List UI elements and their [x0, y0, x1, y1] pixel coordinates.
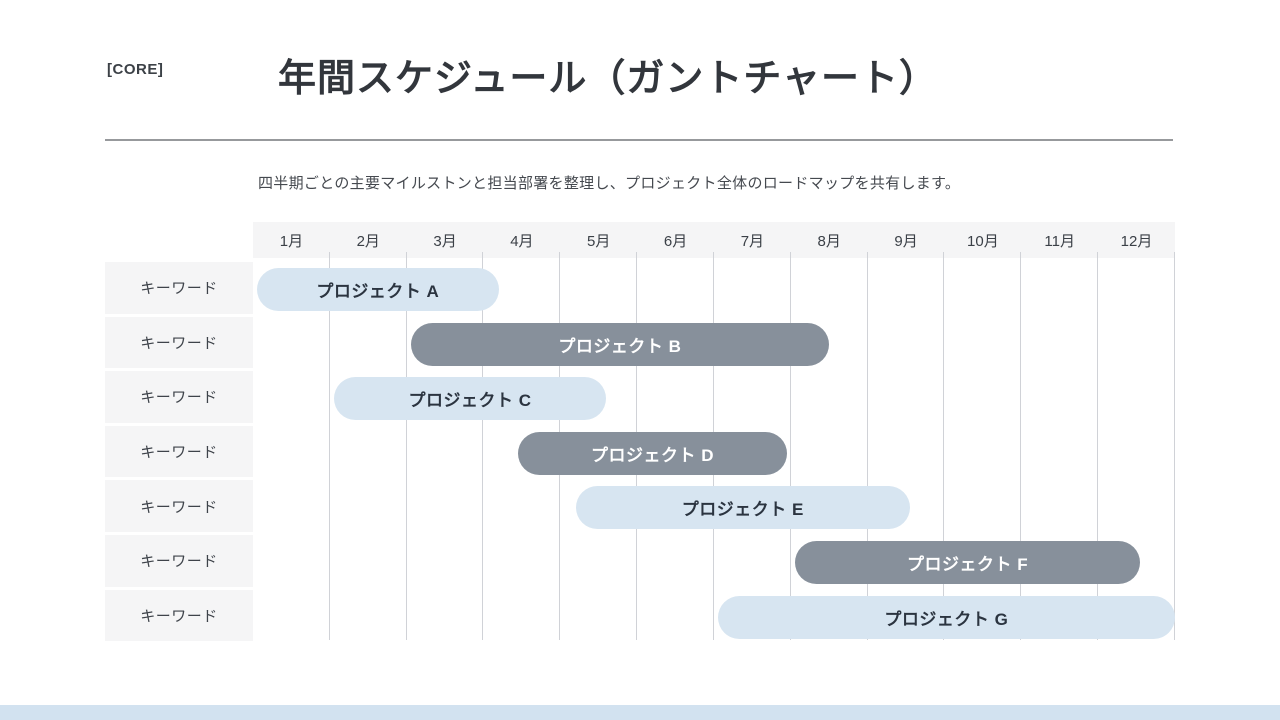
month-header-cell: 4月 [510, 232, 534, 250]
row-label: キーワード [105, 316, 253, 372]
gantt-row: キーワード プロジェクト G [105, 589, 1175, 645]
subtitle-text: 四半期ごとの主要マイルストンと担当部署を整理し、プロジェクト全体のロードマップを… [258, 175, 961, 192]
gantt-row: キーワード プロジェクト A [105, 262, 1175, 317]
row-label: キーワード [105, 371, 253, 426]
gantt-bar: プロジェクト D [518, 431, 787, 475]
row-label: キーワード [105, 480, 253, 535]
month-header-cell: 2月 [356, 232, 380, 250]
gantt-track: プロジェクト D [253, 426, 1175, 481]
month-header-cell: 7月 [740, 232, 765, 250]
gantt-bar: プロジェクト F [794, 540, 1141, 584]
gantt-row: キーワード プロジェクト D [105, 425, 1175, 481]
gantt-row: キーワード プロジェクト B [105, 316, 1175, 372]
gantt-row: キーワード プロジェクト F [105, 534, 1175, 590]
gantt-bar-label: プロジェクト B [558, 336, 682, 356]
month-header-cell: 11月 [1044, 232, 1075, 250]
row-label: キーワード [105, 425, 253, 481]
gantt-bar-label: プロジェクト D [591, 445, 715, 465]
gantt-bar: プロジェクト C [333, 377, 607, 421]
month-header-cell: 12月 [1120, 232, 1153, 250]
gantt-track: プロジェクト A [253, 262, 1175, 317]
month-header-cell: 3月 [433, 232, 457, 250]
gantt-bar: プロジェクト B [410, 322, 830, 366]
month-header: 1月 2月 3月 4月 5月 6月 7月 8月 9月 10月 11月 12月 [253, 222, 1175, 258]
gantt-track: プロジェクト E [253, 480, 1175, 535]
gantt-row: キーワード プロジェクト C [105, 371, 1175, 426]
month-header-cell: 1月 [279, 232, 304, 250]
month-header-cell: 5月 [587, 232, 611, 250]
month-header-cell: 10月 [967, 232, 999, 250]
gantt-track: プロジェクト G [253, 590, 1175, 645]
gantt-row: キーワード プロジェクト E [105, 480, 1175, 535]
row-label: キーワード [105, 534, 253, 590]
gantt-bar: プロジェクト E [575, 486, 910, 530]
brand-logo: [CORE] [107, 61, 164, 78]
gantt-bar-label: プロジェクト A [316, 282, 440, 301]
gantt-track: プロジェクト F [253, 535, 1175, 590]
gantt-bar-label: プロジェクト F [906, 554, 1029, 574]
month-header-cell: 9月 [894, 232, 918, 250]
gantt-bar-label: プロジェクト G [884, 609, 1009, 629]
gantt-track: プロジェクト B [253, 317, 1175, 372]
page-title: 年間スケジュール（ガントチャート） [278, 58, 938, 100]
gantt-bar: プロジェクト A [256, 268, 499, 311]
gantt-bar-label: プロジェクト C [408, 391, 532, 411]
row-label: キーワード [105, 589, 253, 645]
title-divider [105, 139, 1173, 141]
footer-accent-bar [0, 705, 1280, 720]
month-header-cell: 6月 [663, 232, 688, 250]
gantt-track: プロジェクト C [253, 371, 1175, 426]
gantt-bar-label: プロジェクト E [681, 500, 804, 520]
gantt-chart: 1月 2月 3月 4月 5月 6月 7月 8月 9月 10月 11月 12月 キーワード プロジェクト … [105, 222, 1175, 645]
row-label: キーワード [105, 262, 253, 317]
month-header-cell: 8月 [817, 232, 841, 250]
gantt-bar: プロジェクト G [717, 595, 1175, 639]
